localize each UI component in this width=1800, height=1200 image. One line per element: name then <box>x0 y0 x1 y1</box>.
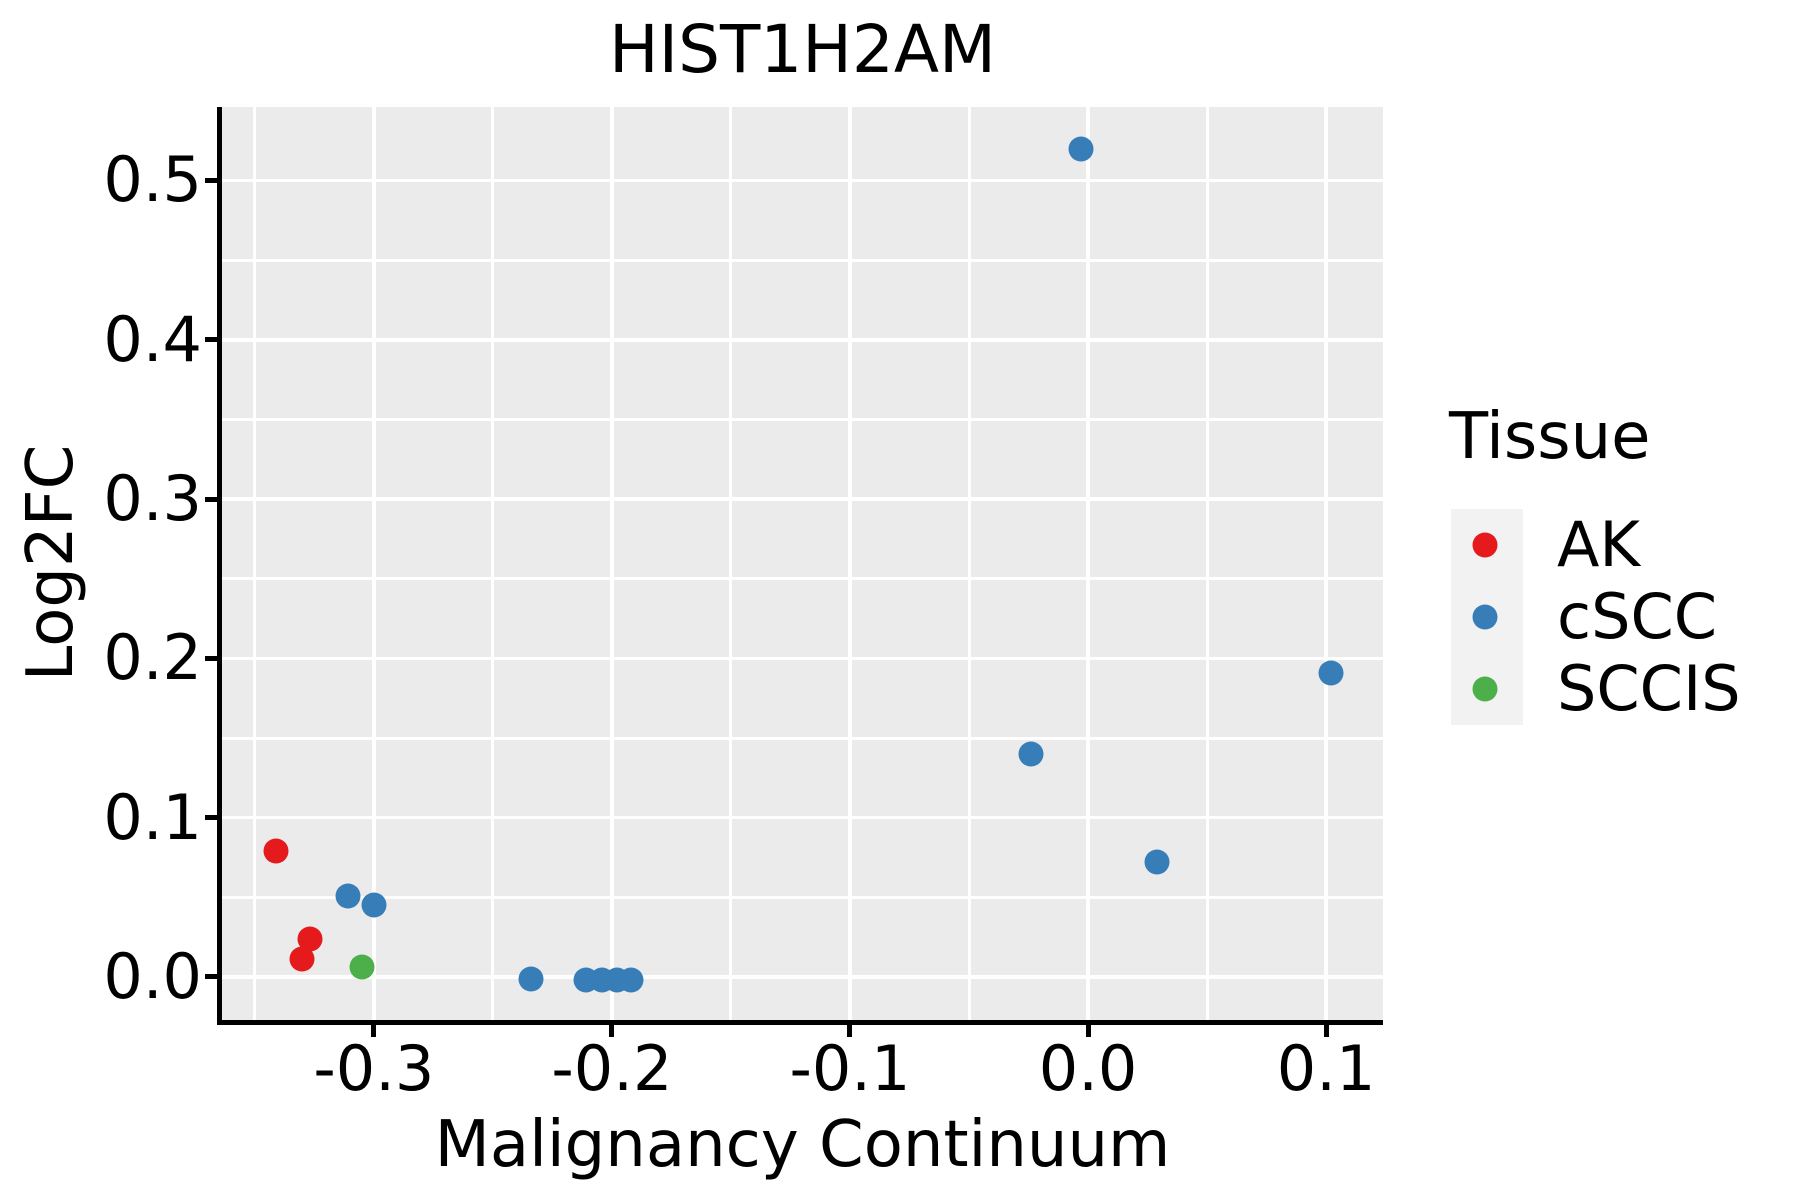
data-point-SCCIS <box>349 954 375 980</box>
y-axis-line <box>217 107 222 1025</box>
gridline-y-major <box>222 338 1383 342</box>
gridline-x-minor <box>491 107 495 1020</box>
y-tick-label: 0.3 <box>103 462 202 536</box>
x-tick <box>847 1025 853 1037</box>
legend-keys: AK cSCC SCCIS <box>1449 509 1769 725</box>
gridline-x-major <box>848 107 852 1020</box>
x-axis-line <box>217 1020 1383 1025</box>
y-tick <box>205 496 217 502</box>
gridline-y-major <box>222 815 1383 820</box>
y-tick-label: 0.0 <box>103 939 202 1013</box>
y-axis-title: Log2FC <box>14 444 88 682</box>
legend-title: Tissue <box>1449 400 1651 474</box>
legend: Tissue AK cSCC SCCIS <box>1449 405 1769 725</box>
gridline-y-minor <box>222 577 1383 581</box>
x-tick-label: -0.2 <box>551 1032 673 1105</box>
gridline-x-major <box>610 107 614 1020</box>
legend-row-SCCIS: SCCIS <box>1449 653 1769 725</box>
gridline-x-major <box>1324 107 1328 1020</box>
gridline-y-minor <box>222 736 1383 740</box>
gridline-x-minor <box>253 107 257 1020</box>
gridline-y-major <box>222 975 1383 979</box>
y-tick <box>205 337 217 343</box>
data-point-AK <box>263 838 289 864</box>
y-tick-label: 0.5 <box>103 143 202 217</box>
gridline-x-minor <box>967 107 971 1020</box>
gridline-x-minor <box>1205 107 1209 1020</box>
gridline-y-major <box>222 497 1383 501</box>
legend-key-dot-AK <box>1472 532 1498 558</box>
gridline-x-minor <box>729 107 733 1020</box>
data-point-cSCC <box>1144 849 1170 875</box>
y-tick <box>205 815 217 821</box>
gridline-y-minor <box>222 895 1383 899</box>
data-point-cSCC <box>335 883 361 909</box>
x-tick <box>371 1025 377 1037</box>
gridline-y-major <box>222 656 1383 661</box>
x-tick-label: -0.1 <box>789 1032 911 1105</box>
legend-row-cSCC: cSCC <box>1449 581 1769 653</box>
x-tick-label: -0.3 <box>313 1032 435 1105</box>
x-tick <box>1085 1025 1091 1037</box>
data-point-cSCC <box>618 967 644 993</box>
data-point-cSCC <box>1018 741 1044 767</box>
x-axis-title: Malignancy Continuum <box>434 1108 1171 1182</box>
gridline-y-minor <box>222 258 1383 262</box>
data-point-cSCC <box>1068 136 1094 162</box>
y-tick <box>205 177 217 183</box>
legend-label: cSCC <box>1557 580 1718 653</box>
y-tick-label: 0.4 <box>103 302 202 376</box>
data-point-cSCC <box>518 966 544 992</box>
gridline-y-major <box>222 178 1383 183</box>
legend-label: AK <box>1557 508 1641 581</box>
gridline-y-minor <box>222 417 1383 421</box>
legend-label: SCCIS <box>1557 652 1741 725</box>
legend-row-AK: AK <box>1449 509 1769 581</box>
x-tick-label: 0.0 <box>1038 1032 1138 1105</box>
plot-panel <box>222 107 1383 1020</box>
gridline-x-major <box>1086 107 1090 1020</box>
legend-key-dot-cSCC <box>1472 604 1498 630</box>
y-tick-label: 0.2 <box>103 621 202 695</box>
data-point-AK <box>289 946 315 972</box>
y-tick-label: 0.1 <box>103 780 202 854</box>
y-tick <box>205 974 217 980</box>
x-tick <box>1323 1025 1329 1037</box>
x-tick-label: 0.1 <box>1276 1032 1376 1105</box>
y-tick <box>205 655 217 661</box>
legend-key-dot-SCCIS <box>1472 676 1498 702</box>
gridline-x-major <box>372 107 376 1020</box>
data-point-cSCC <box>361 892 387 918</box>
x-tick <box>609 1025 615 1037</box>
data-point-cSCC <box>1318 660 1344 686</box>
plot-title: HIST1H2AM <box>608 11 996 88</box>
